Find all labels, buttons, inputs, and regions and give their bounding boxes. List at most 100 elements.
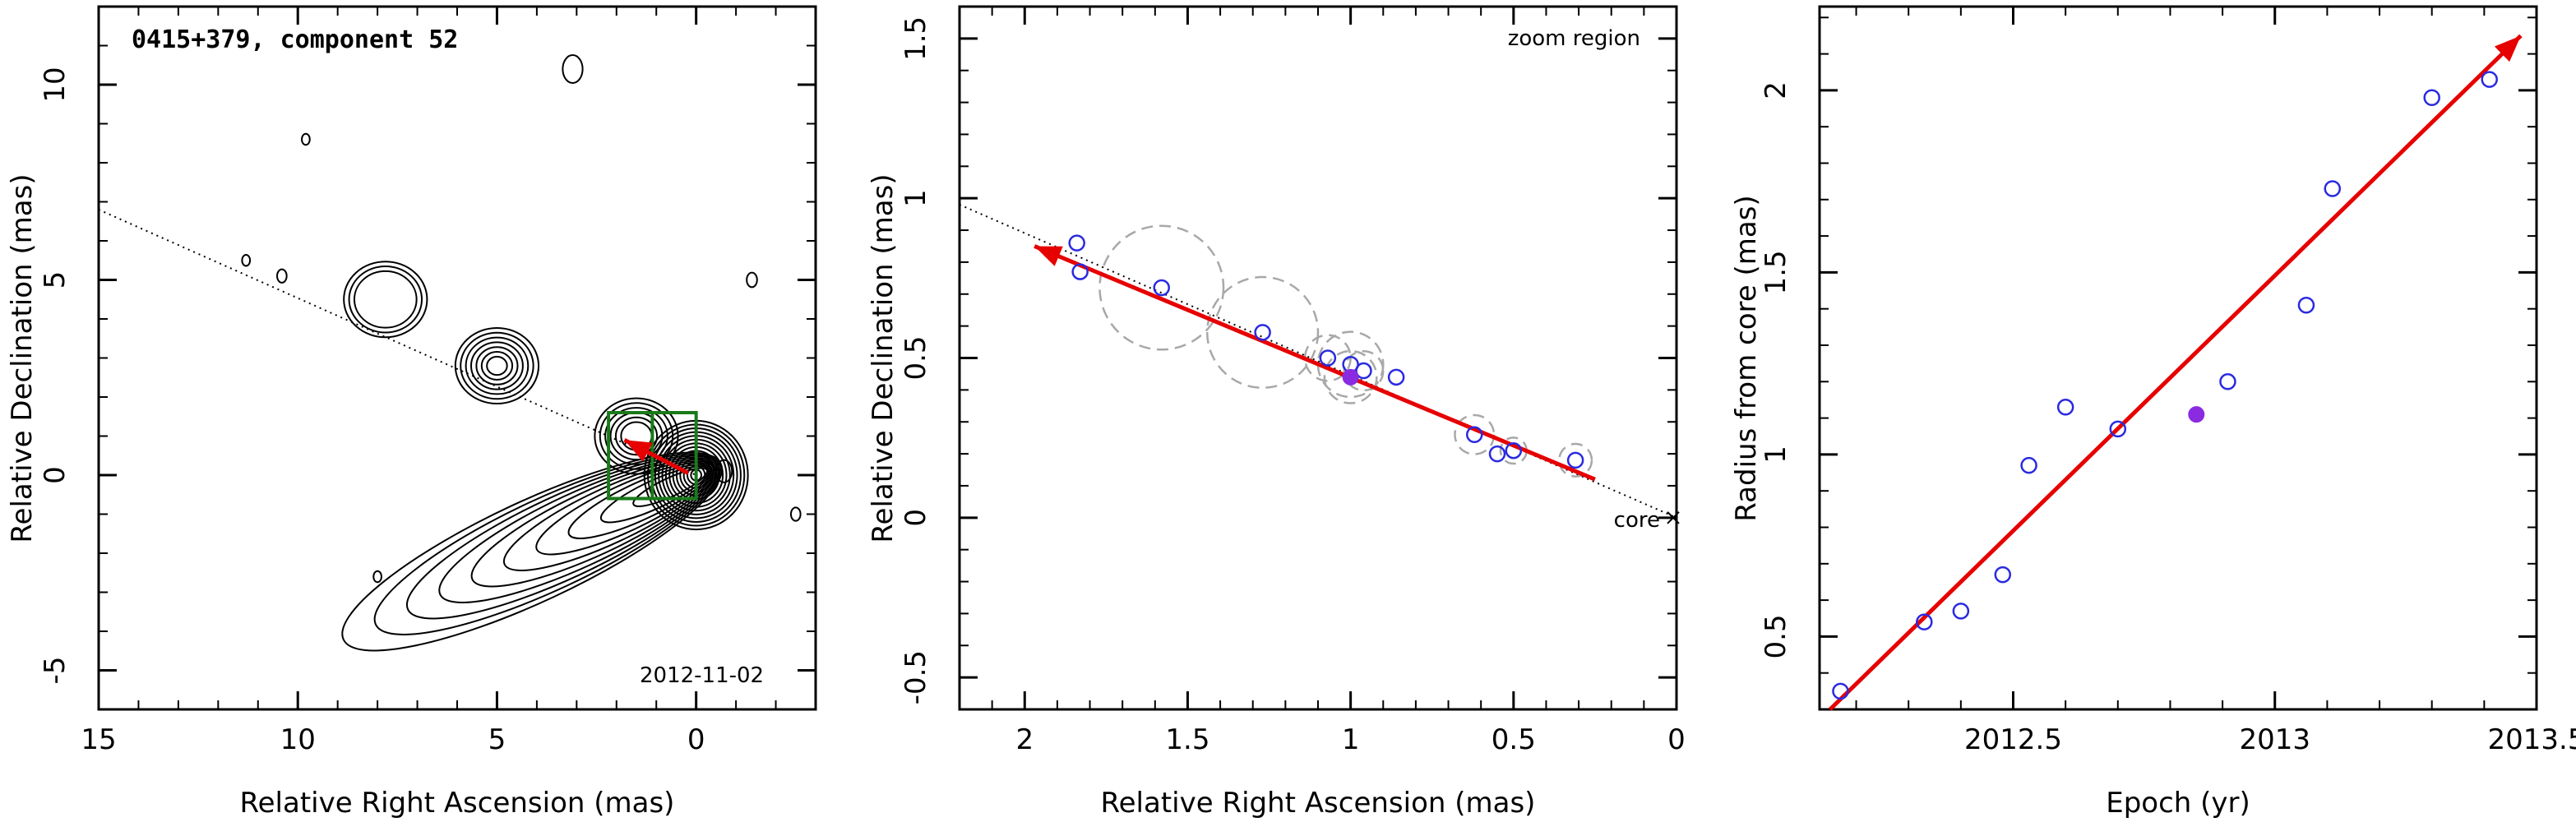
y-tick-label: -0.5 xyxy=(900,650,932,704)
component-size-circle xyxy=(1205,275,1320,390)
radius-content-layer xyxy=(1828,34,2523,711)
y-tick-label: 10 xyxy=(39,67,72,102)
jet-contour xyxy=(535,462,714,556)
plot-frame xyxy=(1818,5,2538,711)
x-tick-label: 15 xyxy=(81,723,116,756)
epoch-point xyxy=(1916,613,1933,630)
epoch-point xyxy=(1488,445,1506,463)
current-epoch-point xyxy=(1342,368,1359,386)
noise-contour xyxy=(276,268,288,284)
x-tick-label: 2013.5 xyxy=(2488,723,2576,756)
y-axis-title: Relative Declination (mas) xyxy=(6,173,39,543)
component-contour xyxy=(475,346,519,386)
y-tick-label: 1 xyxy=(900,189,932,207)
x-tick-label: 1 xyxy=(1342,723,1360,756)
x-axis-title: Relative Right Ascension (mas) xyxy=(1101,787,1536,820)
jet-contour xyxy=(373,453,722,635)
noise-contour xyxy=(715,459,733,483)
x-tick-label: 0 xyxy=(687,723,705,756)
epoch-point xyxy=(2297,297,2315,314)
component-size-circle xyxy=(1454,413,1496,455)
jet-contour xyxy=(502,460,715,571)
component-size-circle xyxy=(1558,442,1593,478)
y-tick-label: 0 xyxy=(900,509,932,527)
x-tick-label: 0 xyxy=(1667,723,1686,756)
trend-arrow-head xyxy=(2494,35,2521,62)
epoch-point xyxy=(2481,71,2498,88)
component-contour xyxy=(480,351,514,381)
x-tick-label: 1.5 xyxy=(1165,723,1209,756)
y-tick-label: 1 xyxy=(1760,446,1792,464)
y-axis-title: Relative Declination (mas) xyxy=(867,173,900,543)
epoch-point xyxy=(1319,349,1337,367)
component-contour xyxy=(348,266,423,334)
plot-frame xyxy=(958,5,1678,711)
motion-arrow-head xyxy=(624,440,653,462)
panel-radius-vs-epoch: 2012.5 2013 2013.5 0.5 1 1.5 2 Epoch (yr) Radi… xyxy=(1730,5,2576,820)
component-contour xyxy=(604,407,668,465)
noise-contour xyxy=(372,570,382,584)
component-contour xyxy=(454,326,540,405)
zoom-region-label: zoom region xyxy=(1508,26,1640,51)
panel-zoom-region: 2 1.5 1 0.5 0 -0.5 0 0.5 1 1.5 zoom region core R… xyxy=(867,5,1686,820)
epoch-point xyxy=(1952,603,1970,620)
core-label: core xyxy=(1614,508,1660,533)
jet-axis-line xyxy=(98,209,697,476)
epoch-point xyxy=(2219,373,2236,390)
component-contour xyxy=(460,331,534,400)
x-tick-label: 2 xyxy=(1015,723,1034,756)
panel-contour-map: 15 10 5 0 -5 0 5 10 0415+379, component 52 2012… xyxy=(6,5,817,820)
epoch-point xyxy=(1832,682,1849,700)
epoch-point xyxy=(1355,362,1372,380)
noise-contour xyxy=(301,132,311,146)
plot-frame xyxy=(97,5,817,711)
zoom-content-layer xyxy=(959,204,1680,524)
epoch-point xyxy=(1994,566,2012,584)
y-tick-label: 0 xyxy=(39,466,72,484)
component-size-circle xyxy=(1343,350,1385,392)
y-tick-label: 1.5 xyxy=(900,16,932,61)
epoch-point xyxy=(1254,324,1271,341)
epoch-point xyxy=(1387,368,1405,386)
tick-layer: 15 10 5 0 -5 0 5 10 xyxy=(39,6,816,756)
epoch-point xyxy=(2423,89,2440,107)
y-tick-label: 1.5 xyxy=(1760,250,1792,294)
component-contour xyxy=(353,270,418,329)
x-axis-title: Relative Right Ascension (mas) xyxy=(240,787,675,820)
epoch-point xyxy=(2324,180,2342,197)
contour-layer xyxy=(98,54,802,652)
motion-arrow xyxy=(1034,244,1596,482)
noise-contour xyxy=(562,54,584,84)
epoch-point xyxy=(1466,426,1483,444)
component-size-circle xyxy=(1098,224,1225,351)
noise-contour xyxy=(746,271,758,289)
noise-contour xyxy=(241,253,252,267)
epoch-date-label: 2012-11-02 xyxy=(640,663,764,688)
x-tick-label: 2013 xyxy=(2239,723,2310,756)
y-tick-label: 2 xyxy=(1760,81,1792,99)
y-tick-label: 5 xyxy=(39,271,72,289)
y-axis-title: Radius from core (mas) xyxy=(1730,195,1763,521)
motion-arrow-head xyxy=(1034,246,1063,266)
component-contour xyxy=(599,402,674,470)
component-contour xyxy=(465,336,530,395)
epoch-point xyxy=(1068,234,1085,252)
y-tick-label: -5 xyxy=(39,657,72,685)
y-tick-label: 0.5 xyxy=(900,335,932,380)
epoch-point xyxy=(1153,279,1170,297)
jet-contour xyxy=(438,456,719,603)
epoch-point xyxy=(1505,441,1523,459)
component-contour xyxy=(343,261,428,339)
x-tick-label: 10 xyxy=(280,723,316,756)
component-contour xyxy=(594,397,679,475)
epoch-point xyxy=(2056,399,2074,416)
x-tick-label: 0.5 xyxy=(1491,723,1536,756)
tick-layer: 2012.5 2013 2013.5 0.5 1 1.5 2 xyxy=(1760,7,2576,756)
noise-contour xyxy=(789,506,802,522)
epoch-point xyxy=(2020,456,2037,474)
panel-title: 0415+379, component 52 xyxy=(132,25,458,54)
x-tick-label: 2012.5 xyxy=(1964,723,2062,756)
y-tick-label: 0.5 xyxy=(1760,614,1792,658)
x-axis-title: Epoch (yr) xyxy=(2106,787,2250,820)
